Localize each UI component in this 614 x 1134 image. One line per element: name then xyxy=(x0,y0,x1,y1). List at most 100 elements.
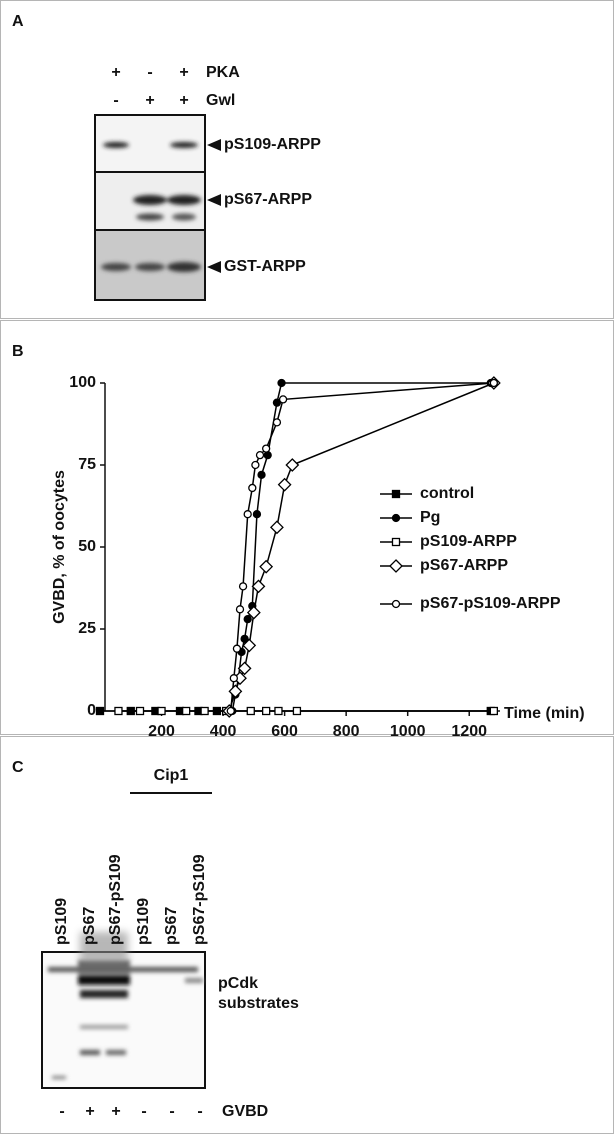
marker xyxy=(262,706,271,716)
marker xyxy=(246,706,255,716)
row-label: GVBD xyxy=(222,1103,268,1120)
legend-label: pS109-ARPP xyxy=(420,533,517,550)
marker xyxy=(251,579,266,594)
band xyxy=(167,262,201,272)
legend-label: pS67-ARPP xyxy=(420,557,508,574)
arrows xyxy=(207,139,221,273)
lane-label: pS109 xyxy=(135,898,152,945)
blot-label: substrates xyxy=(218,995,299,1012)
legend-label: control xyxy=(420,485,474,502)
x-tick-label: 200 xyxy=(148,723,175,740)
y-axis-label: GVBD, % of oocytes xyxy=(51,470,68,624)
blot-label: GST-ARPP xyxy=(224,258,306,275)
band xyxy=(135,263,165,271)
arrow xyxy=(207,261,221,273)
band xyxy=(170,142,198,148)
sign: - xyxy=(147,64,152,81)
y-tick-label: 0 xyxy=(87,702,96,719)
blot-a xyxy=(94,114,206,301)
marker xyxy=(248,483,257,493)
band xyxy=(133,195,167,205)
marker xyxy=(238,582,248,591)
marker xyxy=(272,418,282,427)
band xyxy=(80,1050,100,1055)
band xyxy=(78,975,130,985)
marker xyxy=(246,605,261,620)
panel-label: C xyxy=(12,759,24,776)
marker xyxy=(263,451,272,460)
x-tick-label: 400 xyxy=(210,723,237,740)
marker xyxy=(235,605,245,614)
band xyxy=(172,213,196,221)
marker xyxy=(391,599,401,609)
marker xyxy=(232,644,242,653)
y-tick-label: 100 xyxy=(69,374,96,391)
marker xyxy=(243,615,252,624)
band xyxy=(80,990,128,998)
sign: + xyxy=(179,92,188,109)
sign: + xyxy=(85,1103,94,1120)
arrow xyxy=(207,194,221,206)
marker xyxy=(489,706,498,716)
y-tick-label: 50 xyxy=(78,538,96,555)
marker xyxy=(126,706,135,716)
blot-label: pCdk xyxy=(218,975,258,992)
marker xyxy=(255,451,265,460)
blot-strip xyxy=(41,951,206,1089)
band xyxy=(103,142,129,148)
x-tick-label: 800 xyxy=(333,723,360,740)
sign: - xyxy=(197,1103,202,1120)
marker xyxy=(277,477,292,492)
x-axis-label: Time (min) xyxy=(504,705,585,722)
sign: + xyxy=(145,92,154,109)
sign: + xyxy=(111,64,120,81)
marker xyxy=(226,706,235,716)
lane-label: pS67-pS109 xyxy=(191,854,208,945)
row-label: PKA xyxy=(206,64,240,81)
marker xyxy=(257,470,266,479)
marker xyxy=(229,674,238,683)
marker xyxy=(278,395,288,404)
sign: - xyxy=(169,1103,174,1120)
band xyxy=(80,1025,128,1029)
panel-label: B xyxy=(12,343,24,360)
arrow xyxy=(207,139,221,151)
marker xyxy=(285,458,300,472)
marker xyxy=(270,520,284,535)
band xyxy=(101,263,131,271)
marker xyxy=(240,634,249,643)
marker xyxy=(228,684,243,699)
marker xyxy=(389,559,403,573)
marker xyxy=(272,398,282,407)
sign: - xyxy=(141,1103,146,1120)
marker xyxy=(489,378,498,388)
marker xyxy=(212,706,222,716)
sign: + xyxy=(111,1103,120,1120)
marker xyxy=(262,444,271,453)
panel-a-frame xyxy=(0,0,614,319)
marker xyxy=(259,559,274,574)
smear xyxy=(80,932,128,962)
marker xyxy=(242,638,257,653)
marker xyxy=(391,537,401,547)
group-label: Cip1 xyxy=(154,767,189,784)
x-tick-label: 1000 xyxy=(390,723,426,740)
lane-label: pS67 xyxy=(81,907,98,945)
marker xyxy=(157,706,166,716)
lane-label: pS67 xyxy=(163,907,180,945)
x-tick-label: 1200 xyxy=(451,723,487,740)
band xyxy=(185,978,203,983)
band xyxy=(136,213,164,221)
blot-label: pS67-ARPP xyxy=(224,191,312,208)
marker xyxy=(292,706,302,716)
marker xyxy=(391,513,401,523)
lane-label: pS67-pS109 xyxy=(107,854,124,945)
legend-label: pS67-pS109-ARPP xyxy=(420,595,561,612)
blot-label: pS109-ARPP xyxy=(224,136,321,153)
sign: + xyxy=(179,64,188,81)
x-tick-label: 600 xyxy=(271,723,298,740)
marker xyxy=(114,706,123,716)
marker xyxy=(200,706,209,716)
